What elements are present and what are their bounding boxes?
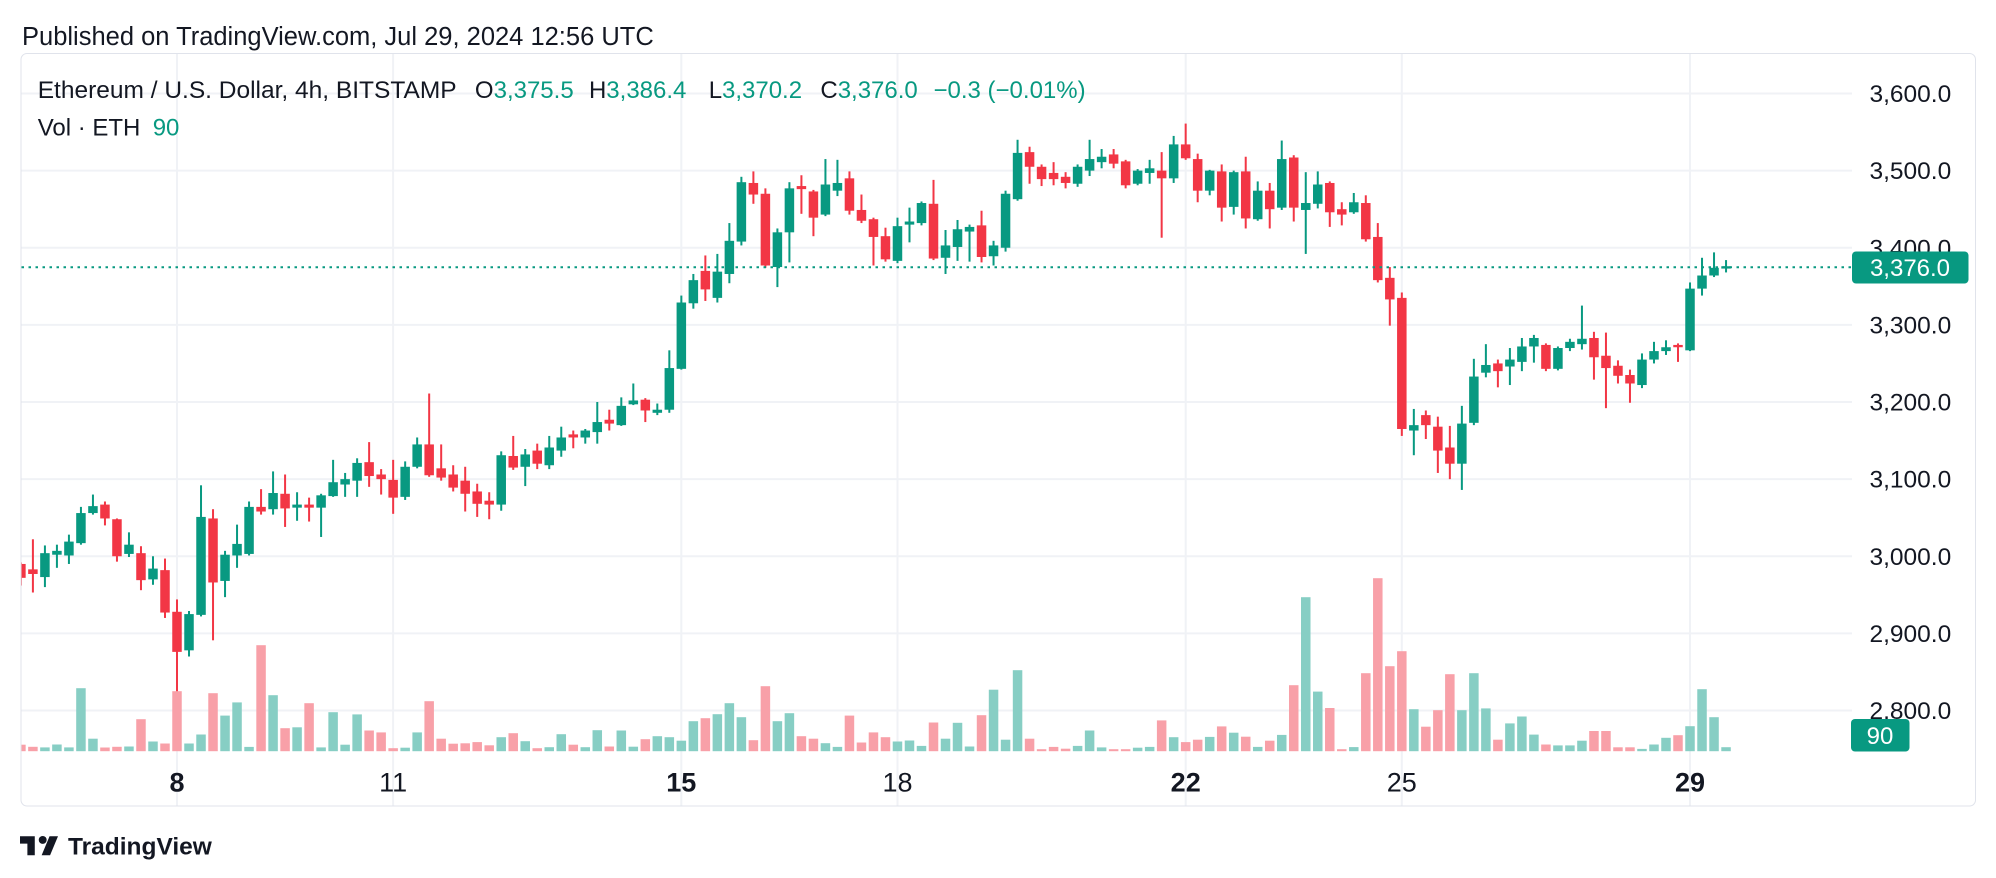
- svg-text:2,900.0: 2,900.0: [1870, 621, 1952, 648]
- svg-text:3,200.0: 3,200.0: [1870, 390, 1952, 417]
- svg-text:−0.3 (−0.01%): −0.3 (−0.01%): [934, 77, 1086, 104]
- svg-text:Published on TradingView.com,: Published on TradingView.com, Jul 29, 20…: [22, 23, 654, 51]
- svg-text:3,000.0: 3,000.0: [1870, 544, 1952, 571]
- svg-text:18: 18: [882, 768, 912, 798]
- svg-text:TradingView: TradingView: [68, 834, 213, 861]
- svg-text:3,500.0: 3,500.0: [1870, 158, 1952, 185]
- svg-text:3,375.5: 3,375.5: [494, 77, 574, 104]
- svg-text:3,370.2: 3,370.2: [722, 77, 802, 104]
- svg-text:3,300.0: 3,300.0: [1870, 313, 1952, 340]
- svg-text:H: H: [589, 77, 606, 104]
- svg-text:3,600.0: 3,600.0: [1870, 81, 1952, 108]
- svg-text:3,386.4: 3,386.4: [606, 77, 686, 104]
- svg-text:Ethereum / U.S. Dollar, 4h, BI: Ethereum / U.S. Dollar, 4h, BITSTAMP: [38, 77, 457, 104]
- svg-text:15: 15: [666, 768, 696, 798]
- svg-text:8: 8: [169, 768, 184, 798]
- svg-text:11: 11: [379, 768, 407, 798]
- svg-text:C: C: [820, 77, 837, 104]
- svg-text:3,100.0: 3,100.0: [1870, 467, 1952, 494]
- svg-text:29: 29: [1675, 768, 1705, 798]
- svg-text:L: L: [709, 77, 722, 104]
- svg-text:3,376.0: 3,376.0: [1870, 255, 1950, 282]
- svg-text:3,376.0: 3,376.0: [838, 77, 918, 104]
- svg-text:25: 25: [1387, 768, 1417, 798]
- svg-text:O: O: [475, 77, 494, 104]
- svg-text:22: 22: [1171, 768, 1201, 798]
- svg-text:Vol · ETH: Vol · ETH: [38, 115, 141, 142]
- svg-text:90: 90: [1867, 723, 1894, 750]
- svg-text:90: 90: [153, 115, 180, 142]
